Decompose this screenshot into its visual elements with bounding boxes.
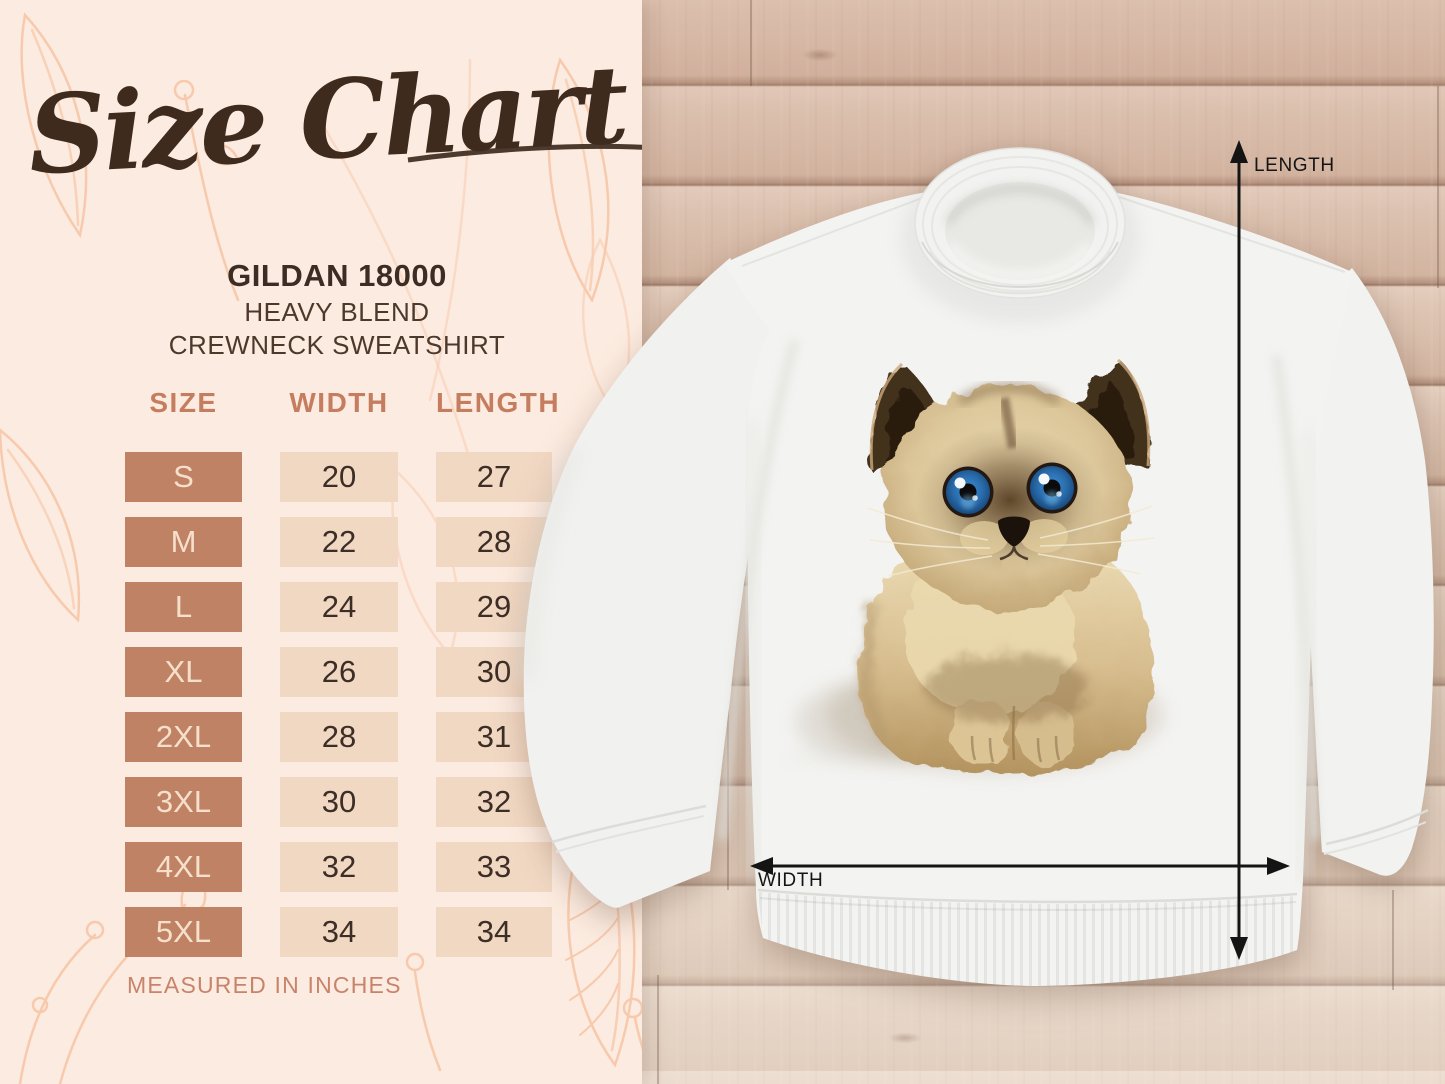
wood-joint bbox=[1392, 890, 1394, 990]
kitten-eyes bbox=[942, 462, 1078, 518]
wood-joint bbox=[1437, 86, 1439, 288]
width-label: WIDTH bbox=[758, 870, 824, 891]
product-subtitle-2: CREWNECK SWEATSHIRT bbox=[168, 330, 506, 360]
kitten-whiskers bbox=[867, 505, 1155, 577]
cuff-seam-right bbox=[1325, 808, 1429, 846]
kitten-nose bbox=[998, 516, 1030, 547]
product-name: GILDAN 18000 bbox=[227, 258, 447, 293]
width-value-cell: 32 bbox=[280, 842, 398, 892]
length-value-cell: 27 bbox=[436, 452, 552, 502]
neck-opening bbox=[945, 182, 1095, 280]
length-value-cell: 34 bbox=[436, 907, 552, 957]
size-table-header: SIZE WIDTH LENGTH bbox=[125, 386, 561, 420]
length-label: LENGTH bbox=[1254, 155, 1335, 176]
width-value-cell: 20 bbox=[280, 452, 398, 502]
cuff-seam-left bbox=[551, 804, 707, 844]
width-value-cell: 26 bbox=[280, 647, 398, 697]
size-cell: 2XL bbox=[125, 712, 242, 762]
sweatshirt bbox=[523, 147, 1434, 986]
size-cell: M bbox=[125, 517, 242, 567]
length-value-cell: 33 bbox=[436, 842, 552, 892]
size-cell: L bbox=[125, 582, 242, 632]
size-cell: 4XL bbox=[125, 842, 242, 892]
hem-seam bbox=[757, 888, 1298, 904]
product-subtitle-1: HEAVY BLEND bbox=[244, 297, 430, 327]
units-note: MEASURED IN INCHES bbox=[127, 972, 402, 998]
width-value-cell: 28 bbox=[280, 712, 398, 762]
wood-joint bbox=[750, 0, 752, 86]
size-cell: 5XL bbox=[125, 907, 242, 957]
kitten-print bbox=[796, 358, 1163, 774]
size-cell: XL bbox=[125, 647, 242, 697]
wood-joint bbox=[657, 975, 659, 1084]
width-value-cell: 22 bbox=[280, 517, 398, 567]
product-heading: GILDAN 18000 HEAVY BLEND CREWNECK SWEATS… bbox=[35, 256, 639, 362]
size-cell: 3XL bbox=[125, 777, 242, 827]
width-value-cell: 30 bbox=[280, 777, 398, 827]
width-value-cell: 24 bbox=[280, 582, 398, 632]
column-header-width: WIDTH bbox=[289, 387, 389, 418]
column-header-size: SIZE bbox=[149, 387, 218, 418]
info-panel: Size Chart GILDAN 18000 HEAVY BLEND CREW… bbox=[0, 0, 642, 1084]
length-value-cell: 32 bbox=[436, 777, 552, 827]
size-cell: S bbox=[125, 452, 242, 502]
length-value-cell: 28 bbox=[436, 517, 552, 567]
width-value-cell: 34 bbox=[280, 907, 398, 957]
column-header-length: LENGTH bbox=[436, 387, 561, 418]
